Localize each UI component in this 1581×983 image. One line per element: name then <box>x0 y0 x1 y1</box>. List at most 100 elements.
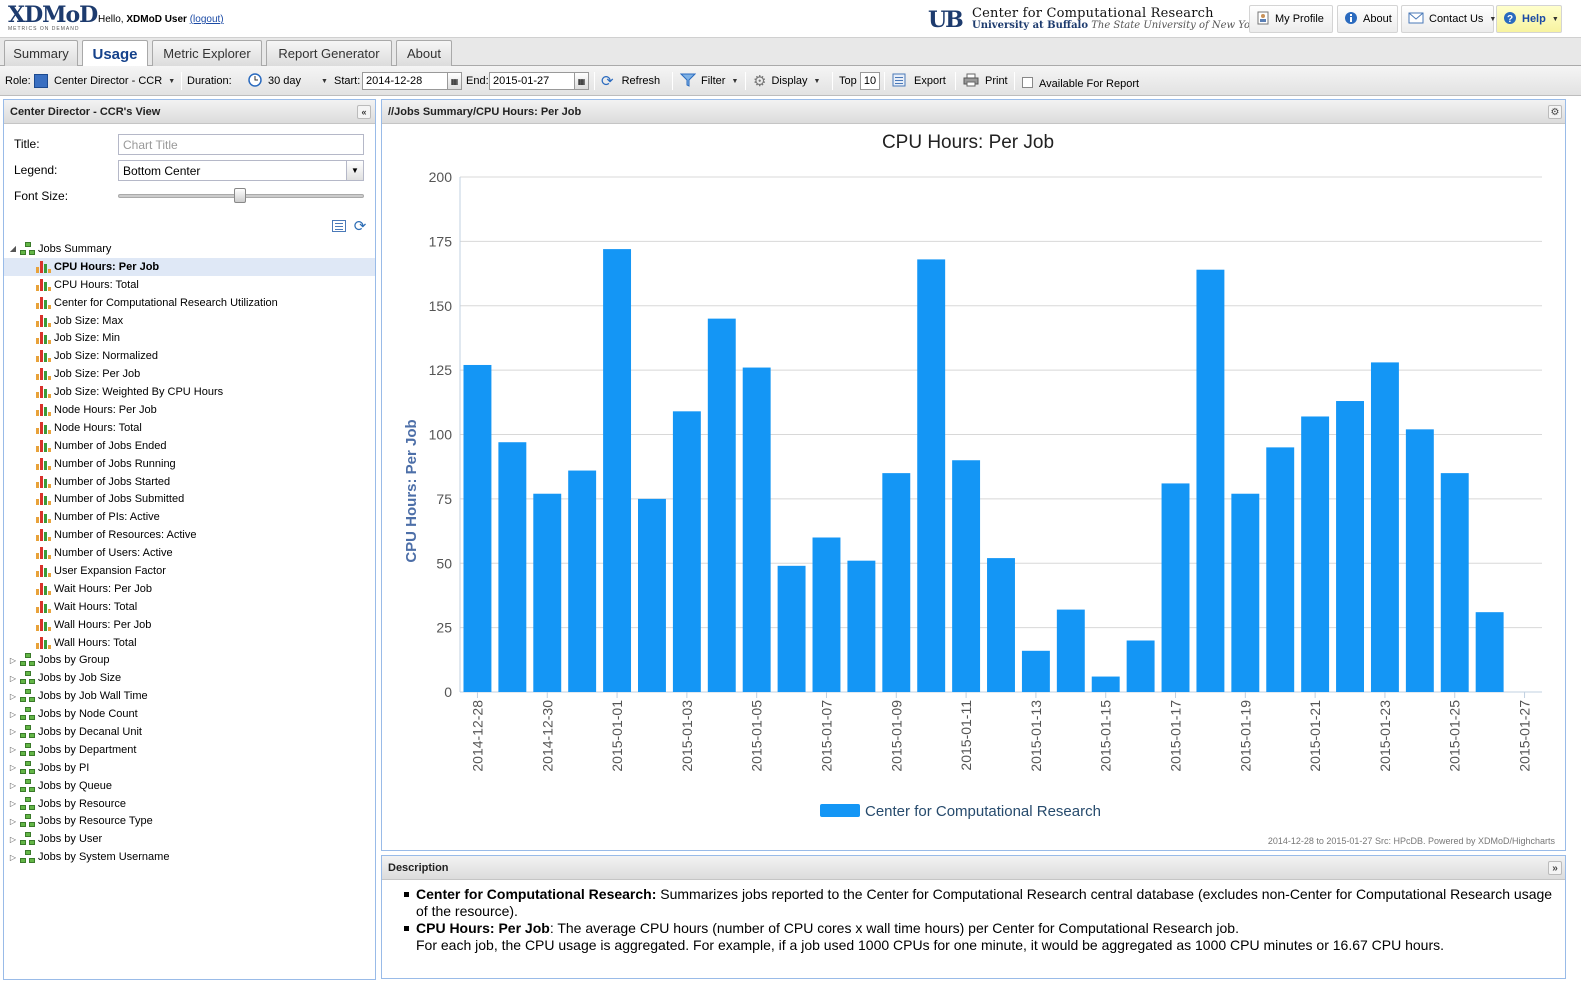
display-button[interactable]: ⚙ Display ▼ <box>753 66 820 96</box>
bar[interactable] <box>952 460 981 692</box>
calendar-icon[interactable]: ▦ <box>575 72 589 90</box>
tree-node-group[interactable]: ▷ Jobs by Node Count <box>4 705 375 723</box>
bar[interactable] <box>707 318 736 692</box>
about-button[interactable]: About <box>1337 5 1398 33</box>
tree-node-metric[interactable]: Number of Jobs Submitted <box>4 490 375 508</box>
tree-node-group[interactable]: ▷ Jobs by Resource Type <box>4 813 375 831</box>
expand-triangle-icon[interactable]: ▷ <box>9 727 17 737</box>
tree-node-metric[interactable]: Number of Resources: Active <box>4 526 375 544</box>
top-count-input[interactable]: 10 <box>860 72 880 90</box>
tab-about[interactable]: About <box>396 40 452 66</box>
duration-selector[interactable]: 30 day ▼ <box>248 66 330 96</box>
ccr-logo[interactable]: UB Center for Computational Research Uni… <box>928 5 1261 33</box>
tree-node-metric[interactable]: Number of Jobs Running <box>4 455 375 473</box>
tree-node-metric[interactable]: CPU Hours: Total <box>4 276 375 294</box>
filter-button[interactable]: Filter ▼ <box>679 66 738 96</box>
bar[interactable] <box>1056 609 1085 692</box>
tree-node-metric[interactable]: Job Size: Normalized <box>4 347 375 365</box>
bar[interactable] <box>917 259 946 692</box>
tree-node-metric[interactable]: Wait Hours: Total <box>4 598 375 616</box>
tree-node-group[interactable]: ▷ Jobs by Department <box>4 741 375 759</box>
collapse-left-icon[interactable]: « <box>357 105 371 119</box>
bar[interactable] <box>1021 650 1050 692</box>
bar[interactable] <box>742 367 771 692</box>
tree-refresh-icon[interactable]: ⟳ <box>353 218 367 235</box>
bar[interactable] <box>1091 676 1120 692</box>
tree-node-group[interactable]: ▷ Jobs by PI <box>4 759 375 777</box>
collapse-description-icon[interactable]: » <box>1548 861 1562 875</box>
help-button[interactable]: ? Help ▼ <box>1496 5 1562 33</box>
export-button[interactable]: Export <box>892 66 946 96</box>
tree-node-metric[interactable]: CPU Hours: Per Job <box>4 257 375 276</box>
expand-triangle-icon[interactable]: ▷ <box>9 816 17 826</box>
bar[interactable] <box>463 364 492 692</box>
tree-node-metric[interactable]: Job Size: Max <box>4 312 375 330</box>
collapse-triangle-icon[interactable]: ◢ <box>9 244 17 254</box>
tree-node-metric[interactable]: Job Size: Weighted By CPU Hours <box>4 383 375 401</box>
bar[interactable] <box>498 442 527 692</box>
bar[interactable] <box>1336 401 1364 692</box>
chart-legend[interactable]: Center for Computational Research <box>820 803 1101 820</box>
expand-triangle-icon[interactable]: ▷ <box>9 852 17 862</box>
tree-node-group[interactable]: ▷ Jobs by Group <box>4 651 375 669</box>
tree-node-metric[interactable]: Node Hours: Total <box>4 419 375 437</box>
start-date-input[interactable]: 2014-12-28 <box>362 72 448 90</box>
bar[interactable] <box>1370 362 1399 692</box>
tree-node-group[interactable]: ▷ Jobs by Resource <box>4 795 375 813</box>
bar[interactable] <box>672 411 701 692</box>
tab-metric-explorer[interactable]: Metric Explorer <box>152 40 262 66</box>
print-button[interactable]: Print <box>963 66 1008 96</box>
tree-node-jobs-summary[interactable]: ◢ Jobs Summary <box>4 240 375 258</box>
bar[interactable] <box>987 558 1015 692</box>
expand-triangle-icon[interactable]: ▷ <box>9 799 17 809</box>
tree-node-metric[interactable]: Job Size: Min <box>4 329 375 347</box>
refresh-button[interactable]: ⟳ Refresh <box>601 66 660 96</box>
tree-node-metric[interactable]: Job Size: Per Job <box>4 365 375 383</box>
tree-node-metric[interactable]: Number of Users: Active <box>4 544 375 562</box>
legend-select[interactable]: Bottom Center ▼ <box>118 160 364 181</box>
bar[interactable] <box>1231 493 1260 692</box>
tab-report-generator[interactable]: Report Generator <box>266 40 392 66</box>
gear-icon[interactable]: ⚙ <box>1548 105 1562 119</box>
expand-triangle-icon[interactable]: ▷ <box>9 745 17 755</box>
role-selector[interactable]: Center Director - CCR ▼ <box>34 66 175 96</box>
tree-list-icon[interactable] <box>331 218 347 234</box>
bar[interactable] <box>1161 483 1190 692</box>
tab-usage[interactable]: Usage <box>82 40 148 67</box>
expand-triangle-icon[interactable]: ▷ <box>9 763 17 773</box>
tree-node-metric[interactable]: Wall Hours: Total <box>4 634 375 652</box>
contact-us-button[interactable]: Contact Us ▼ <box>1401 5 1496 33</box>
font-size-slider-thumb[interactable] <box>233 188 246 203</box>
tree-node-metric[interactable]: User Expansion Factor <box>4 562 375 580</box>
tab-summary[interactable]: Summary <box>4 40 78 66</box>
tree-node-group[interactable]: ▷ Jobs by Queue <box>4 777 375 795</box>
tree-node-group[interactable]: ▷ Jobs by Job Wall Time <box>4 687 375 705</box>
calendar-icon[interactable]: ▦ <box>448 72 462 90</box>
expand-triangle-icon[interactable]: ▷ <box>9 673 17 683</box>
tree-node-group[interactable]: ▷ Jobs by Decanal Unit <box>4 723 375 741</box>
bar[interactable] <box>1475 612 1504 692</box>
tree-node-group[interactable]: ▷ Jobs by User <box>4 830 375 848</box>
xdmod-logo[interactable]: XDMoD METRICS ON DEMAND <box>8 4 98 34</box>
tree-node-metric[interactable]: Number of Jobs Ended <box>4 437 375 455</box>
bar[interactable] <box>638 498 666 692</box>
bar[interactable] <box>1196 269 1225 692</box>
tree-node-metric[interactable]: Center for Computational Research Utiliz… <box>4 294 375 312</box>
logout-link[interactable]: (logout) <box>189 14 224 25</box>
available-for-report-checkbox[interactable] <box>1022 77 1033 88</box>
tree-node-metric[interactable]: Wall Hours: Per Job <box>4 616 375 634</box>
chart-title-input[interactable]: Chart Title <box>118 134 364 155</box>
expand-triangle-icon[interactable]: ▷ <box>9 781 17 791</box>
bar[interactable] <box>882 473 911 692</box>
bar[interactable] <box>1126 640 1155 693</box>
bar[interactable] <box>1405 429 1434 692</box>
bar[interactable] <box>847 560 876 692</box>
end-date-input[interactable]: 2015-01-27 <box>489 72 575 90</box>
tree-node-metric[interactable]: Wait Hours: Per Job <box>4 580 375 598</box>
bar[interactable] <box>1440 473 1469 692</box>
expand-triangle-icon[interactable]: ▷ <box>9 709 17 719</box>
bar[interactable] <box>603 249 632 692</box>
my-profile-button[interactable]: My Profile <box>1249 5 1333 33</box>
tree-node-metric[interactable]: Node Hours: Per Job <box>4 401 375 419</box>
tree-node-group[interactable]: ▷ Jobs by System Username <box>4 848 375 866</box>
